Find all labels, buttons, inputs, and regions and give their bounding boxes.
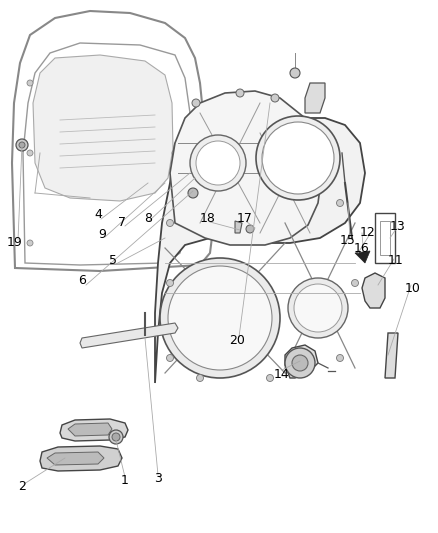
Polygon shape: [68, 423, 112, 436]
Circle shape: [166, 354, 173, 361]
Polygon shape: [380, 221, 390, 255]
Circle shape: [262, 122, 334, 194]
Polygon shape: [40, 446, 122, 471]
Text: 12: 12: [360, 227, 376, 239]
Circle shape: [27, 80, 33, 86]
Text: 14: 14: [274, 368, 290, 382]
Text: 9: 9: [98, 229, 106, 241]
Polygon shape: [305, 83, 325, 113]
Text: 5: 5: [109, 254, 117, 268]
Circle shape: [256, 116, 340, 200]
Polygon shape: [235, 221, 242, 233]
Text: 16: 16: [354, 241, 370, 254]
Text: 18: 18: [200, 212, 216, 224]
Circle shape: [236, 89, 244, 97]
Circle shape: [246, 225, 254, 233]
Circle shape: [109, 430, 123, 444]
Polygon shape: [47, 452, 104, 465]
Circle shape: [172, 150, 178, 156]
Text: 15: 15: [340, 235, 356, 247]
Text: 20: 20: [229, 335, 245, 348]
Circle shape: [16, 139, 28, 151]
Polygon shape: [80, 323, 178, 348]
Circle shape: [290, 68, 300, 78]
Circle shape: [27, 240, 33, 246]
Text: 4: 4: [94, 208, 102, 222]
Text: 8: 8: [144, 212, 152, 224]
Polygon shape: [170, 91, 322, 245]
Circle shape: [288, 278, 348, 338]
Circle shape: [190, 135, 246, 191]
Circle shape: [188, 188, 198, 198]
Circle shape: [292, 355, 308, 371]
Circle shape: [27, 150, 33, 156]
Text: 19: 19: [7, 237, 23, 249]
Circle shape: [336, 199, 343, 206]
Circle shape: [197, 375, 204, 382]
Polygon shape: [33, 55, 173, 201]
Polygon shape: [355, 251, 370, 263]
Circle shape: [166, 220, 173, 227]
Circle shape: [19, 142, 25, 148]
Text: 7: 7: [118, 216, 126, 230]
Text: 3: 3: [154, 472, 162, 484]
Polygon shape: [362, 273, 385, 308]
Polygon shape: [285, 345, 318, 378]
Circle shape: [112, 433, 120, 441]
Polygon shape: [60, 419, 128, 441]
Circle shape: [168, 266, 272, 370]
Text: 1: 1: [121, 474, 129, 488]
Text: 13: 13: [390, 220, 406, 232]
Polygon shape: [385, 333, 398, 378]
Text: 10: 10: [405, 281, 421, 295]
Circle shape: [336, 354, 343, 361]
Circle shape: [166, 279, 173, 287]
Circle shape: [160, 258, 280, 378]
Circle shape: [196, 141, 240, 185]
Circle shape: [172, 240, 178, 246]
Circle shape: [352, 279, 358, 287]
Text: 17: 17: [237, 212, 253, 224]
Text: 11: 11: [388, 254, 404, 268]
Text: 2: 2: [18, 481, 26, 494]
Circle shape: [192, 99, 200, 107]
Circle shape: [294, 284, 342, 332]
Circle shape: [271, 94, 279, 102]
Polygon shape: [155, 118, 365, 383]
Text: 6: 6: [78, 274, 86, 287]
Circle shape: [266, 375, 273, 382]
Circle shape: [285, 348, 315, 378]
